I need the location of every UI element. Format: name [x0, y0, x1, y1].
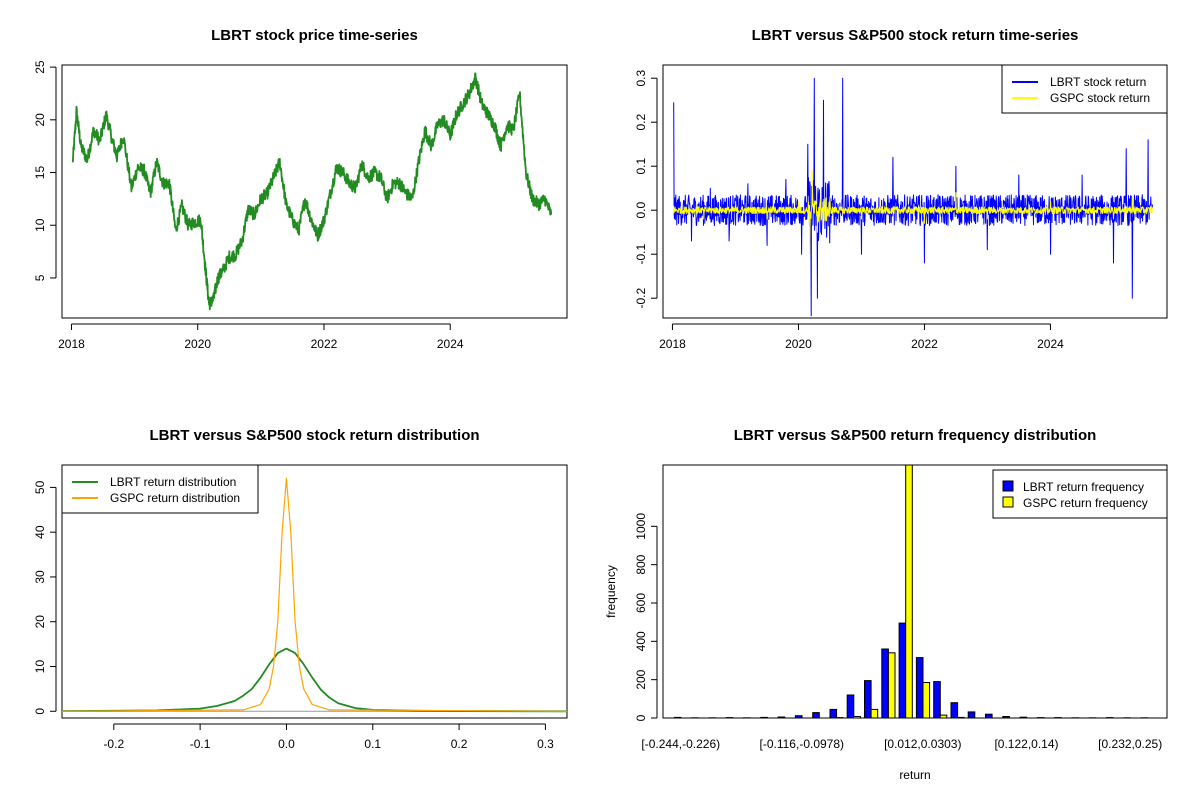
bar-gspc: [887, 652, 896, 719]
chart-title: LBRT stock price time-series: [211, 27, 418, 44]
x-tick-label: -0.2: [103, 737, 124, 751]
bar-lbrt: [967, 711, 976, 719]
x-tick-label: 0.3: [537, 737, 554, 751]
y-tick-label: 400: [634, 631, 648, 651]
y-tick-label: 200: [634, 669, 648, 689]
chart-title: LBRT versus S&P500 stock return time-ser…: [752, 27, 1079, 44]
bar-lbrt: [898, 622, 907, 719]
x-tick-label: 0.2: [451, 737, 468, 751]
legend-label: LBRT stock return: [1050, 75, 1146, 89]
y-tick-label: 0: [634, 714, 648, 721]
y-tick-label: 0: [33, 708, 47, 715]
x-tick-label: 0.1: [364, 737, 381, 751]
y-axis-label: frequency: [604, 565, 618, 618]
y-tick-label: 0.0: [634, 202, 648, 219]
series-line-1: [673, 77, 1153, 317]
x-tick-label: 2020: [184, 337, 211, 351]
bar-lbrt: [933, 681, 941, 719]
y-tick-label: 5: [33, 274, 47, 281]
chart-panel-3: LBRT versus S&P500 stock return distribu…: [33, 427, 568, 751]
y-tick-label: 40: [33, 525, 47, 539]
series-line-2: [673, 170, 1153, 255]
x-tick-label: 2022: [311, 337, 338, 351]
bar-gspc: [922, 682, 931, 719]
chart-panel-1: LBRT stock price time-series 2018 2020 2022…: [33, 27, 568, 351]
bar-gspc: [905, 464, 913, 719]
y-tick-label: 20: [33, 113, 47, 127]
bar-lbrt: [812, 712, 820, 719]
legend-swatch: [1002, 480, 1014, 492]
bar-lbrt: [794, 715, 803, 719]
plot-frame: [662, 64, 1168, 319]
bar-lbrt: [760, 716, 768, 719]
y-tick-label: -0.2: [634, 288, 648, 309]
series-line-1: [62, 647, 567, 713]
chart-panel-4: LBRT versus S&P500 return frequency dist…: [604, 427, 1168, 782]
plot-frame: [61, 464, 568, 719]
x-axis-label: return: [899, 768, 930, 782]
chart-title: LBRT versus S&P500 stock return distribu…: [149, 427, 479, 444]
bar-lbrt: [1002, 716, 1010, 719]
bar-gspc: [957, 716, 965, 719]
legend-box: [61, 464, 259, 514]
bar-lbrt: [829, 708, 838, 719]
y-tick-label: -0.1: [634, 244, 648, 265]
x-tick-label: [0.012,0.0303): [884, 737, 961, 751]
bar-lbrt: [673, 716, 682, 719]
chart-panel-2: LBRT versus S&P500 stock return time-ser…: [634, 27, 1168, 351]
bar-lbrt: [846, 694, 855, 719]
x-tick-label: 2018: [659, 337, 686, 351]
legend-label: LBRT return distribution: [110, 475, 236, 489]
y-tick-label: 0.2: [634, 114, 648, 131]
y-tick-label: 800: [634, 554, 648, 574]
y-tick-label: 30: [33, 570, 47, 584]
bar-lbrt: [1019, 716, 1028, 719]
y-tick-label: 0.3: [634, 70, 648, 87]
bar-lbrt: [985, 713, 993, 719]
legend-box: [992, 469, 1168, 519]
plot-frame: [61, 64, 568, 319]
legend-label: LBRT return frequency: [1023, 480, 1144, 494]
bar-gspc: [853, 716, 861, 719]
x-tick-label: [0.232,0.25): [1098, 737, 1162, 751]
chart-title: LBRT versus S&P500 return frequency dist…: [734, 427, 1097, 444]
x-tick-label: [-0.244,-0.226): [641, 737, 720, 751]
y-tick-label: 10: [33, 218, 47, 232]
y-tick-label: 1000: [634, 513, 648, 540]
x-tick-label: 2024: [1037, 337, 1064, 351]
y-tick-label: 25: [33, 60, 47, 74]
bar-gspc: [870, 708, 879, 719]
x-tick-label: [0.122,0.14): [994, 737, 1058, 751]
x-tick-label: 2020: [785, 337, 812, 351]
legend-swatch: [1002, 496, 1014, 508]
x-tick-label: 0.0: [278, 737, 295, 751]
x-tick-label: 2024: [437, 337, 464, 351]
x-tick-label: 2022: [911, 337, 938, 351]
legend-box: [1001, 64, 1168, 114]
bar-lbrt: [915, 657, 924, 719]
series-line-2: [62, 477, 567, 712]
x-tick-label: -0.1: [190, 737, 211, 751]
series-line-1: [71, 72, 553, 311]
bar-lbrt: [881, 648, 889, 719]
bar-lbrt: [777, 716, 786, 719]
y-tick-label: 50: [33, 480, 47, 494]
legend-label: GSPC return frequency: [1023, 496, 1148, 510]
x-tick-label: [-0.116,-0.0978): [760, 737, 845, 751]
y-tick-label: 600: [634, 593, 648, 613]
bar-lbrt: [864, 680, 872, 719]
y-tick-label: 10: [33, 660, 47, 674]
y-tick-label: 20: [33, 615, 47, 629]
legend-label: GSPC return distribution: [110, 491, 240, 505]
legend-label: GSPC stock return: [1050, 91, 1150, 105]
y-tick-label: 0.1: [634, 158, 648, 175]
plot-frame: [662, 464, 1168, 719]
x-tick-label: 2018: [58, 337, 85, 351]
y-tick-label: 15: [33, 166, 47, 180]
bar-gspc: [939, 714, 948, 719]
bar-lbrt: [950, 702, 959, 719]
